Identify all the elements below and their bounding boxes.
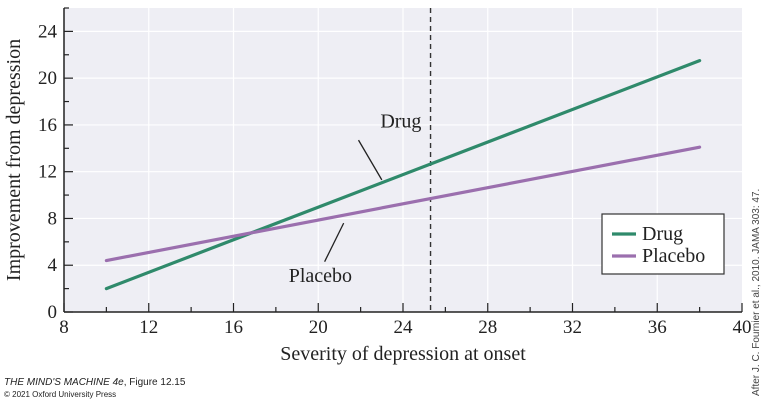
y-tick-label: 8 xyxy=(48,208,58,229)
x-tick-label: 36 xyxy=(648,317,667,338)
legend-label-placebo: Placebo xyxy=(642,245,705,267)
copyright-notice: © 2021 Oxford University Press xyxy=(4,390,117,399)
series-line-placebo xyxy=(104,145,702,263)
source-note: After J. C. Fournier et al., 2010. JAMA … xyxy=(751,188,762,396)
y-axis-title: Improvement from depression xyxy=(3,39,25,281)
x-tick-label: 32 xyxy=(563,317,582,338)
annotation-leader-placebo xyxy=(324,222,345,263)
figure-reference: , Figure 12.15 xyxy=(123,377,186,388)
annotation-placebo: Placebo xyxy=(289,265,352,287)
x-axis-title: Severity of depression at onset xyxy=(280,343,526,365)
series-line-drug xyxy=(104,59,702,291)
annotation-leader-drug xyxy=(357,139,383,181)
figure-credit: THE MIND'S MACHINE 4e, Figure 12.15 xyxy=(4,377,185,388)
book-title: THE MIND'S MACHINE 4e xyxy=(4,377,124,388)
legend-label-drug: Drug xyxy=(642,223,683,245)
annotations: Drug Placebo xyxy=(289,110,422,286)
x-tick-label: 12 xyxy=(139,317,158,338)
series-group xyxy=(104,59,702,291)
y-tick-label: 4 xyxy=(48,255,58,276)
y-tick-label: 16 xyxy=(38,115,57,136)
ticks: 8 12 16 20 24 28 32 36 40 0 4 8 12 16 20 24 xyxy=(38,7,752,338)
x-tick-label: 24 xyxy=(394,317,414,338)
x-tick-label: 8 xyxy=(59,317,69,338)
x-tick-label: 40 xyxy=(733,317,752,338)
annotation-drug: Drug xyxy=(380,110,421,132)
y-tick-label: 0 xyxy=(48,302,58,323)
grid xyxy=(64,8,742,312)
x-tick-label: 28 xyxy=(478,317,497,338)
x-tick-label: 20 xyxy=(309,317,328,338)
y-tick-label: 12 xyxy=(38,162,57,183)
y-tick-label: 20 xyxy=(38,68,57,89)
y-tick-label: 24 xyxy=(38,21,58,42)
x-tick-label: 16 xyxy=(224,317,243,338)
legend-box xyxy=(601,213,725,275)
